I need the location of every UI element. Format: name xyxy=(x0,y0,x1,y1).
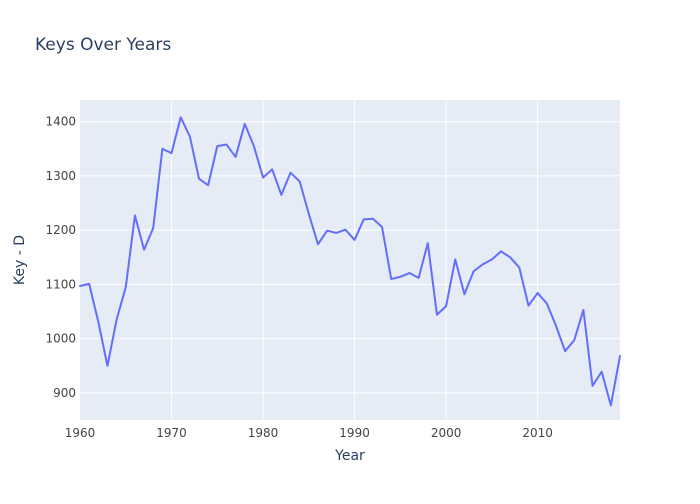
y-tick-label: 1300 xyxy=(45,169,76,183)
series-line xyxy=(79,116,621,407)
y-tick-label: 1400 xyxy=(45,115,76,129)
x-tick-label: 1970 xyxy=(156,426,187,440)
y-tick-label: 1200 xyxy=(45,223,76,237)
chart-title: Keys Over Years xyxy=(35,35,171,55)
plot-area xyxy=(80,100,620,420)
x-tick-label: 2010 xyxy=(522,426,553,440)
y-tick-labels: 900 1000 1100 1200 1300 1400 xyxy=(45,115,76,400)
x-tick-label: 1960 xyxy=(65,426,96,440)
x-axis-title: Year xyxy=(334,448,365,464)
x-tick-label: 1990 xyxy=(339,426,370,440)
series-layer xyxy=(79,116,621,407)
y-tick-label: 900 xyxy=(53,386,76,400)
y-gridlines xyxy=(80,121,620,394)
x-tick-label: 1980 xyxy=(248,426,279,440)
x-tick-labels: 1960 1970 1980 1990 2000 2010 xyxy=(65,426,553,440)
y-tick-label: 1100 xyxy=(45,277,76,291)
x-tick-label: 2000 xyxy=(431,426,462,440)
y-tick-label: 1000 xyxy=(45,332,76,346)
y-axis-title: Key - D xyxy=(12,235,28,285)
